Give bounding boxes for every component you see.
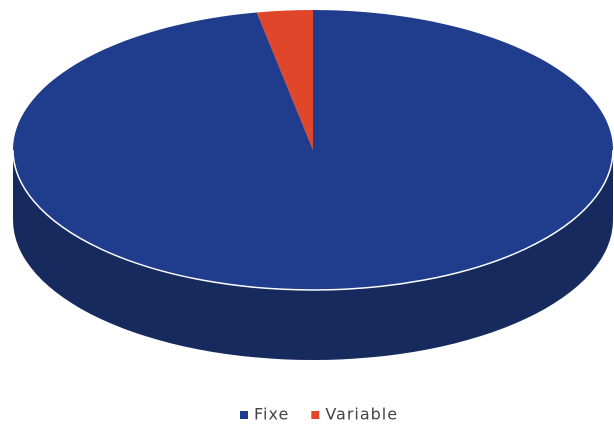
legend-label: Fixe [254, 405, 289, 424]
pie-side [13, 150, 613, 360]
legend-label: Variable [325, 405, 398, 424]
pie-slice [13, 10, 613, 291]
pie-slice [256, 10, 313, 150]
pie-edge [12, 149, 614, 291]
legend-swatch [240, 411, 248, 419]
legend-swatch [311, 411, 320, 419]
